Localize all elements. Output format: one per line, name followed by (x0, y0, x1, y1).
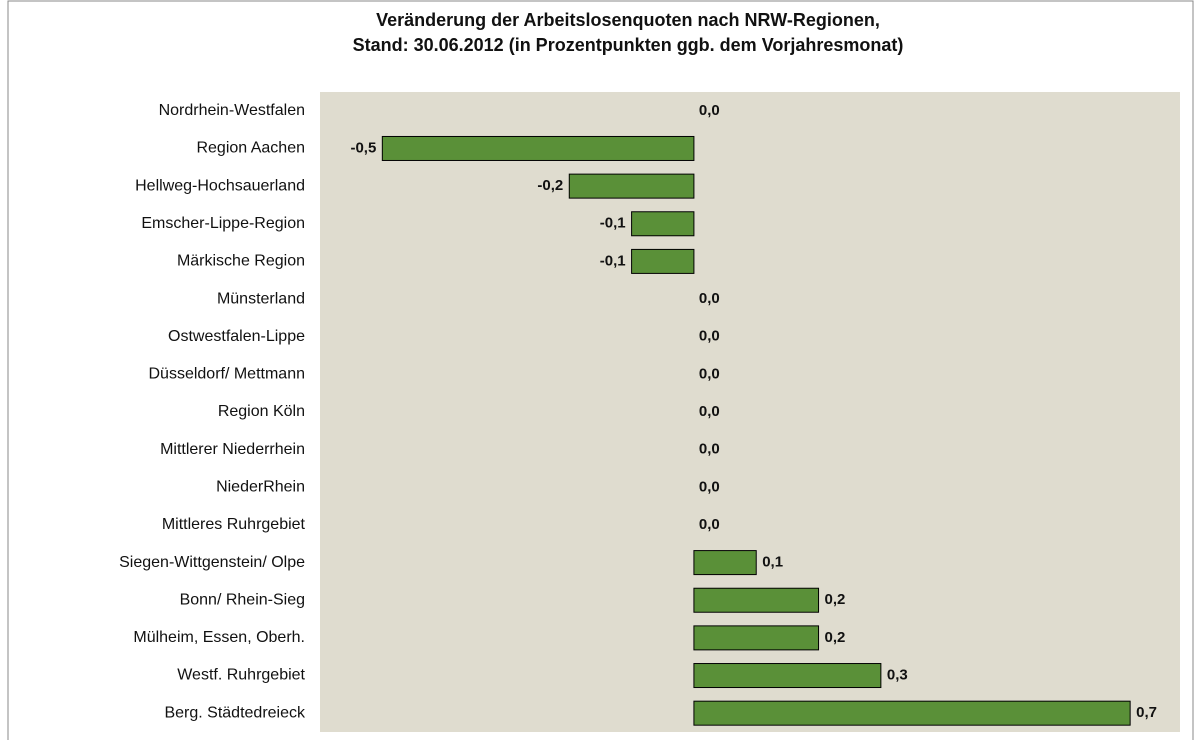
value-label: 0,0 (699, 365, 720, 382)
y-tick-label: Siegen-Wittgenstein/ Olpe (119, 554, 305, 571)
bar (693, 700, 1131, 726)
y-tick-label: Hellweg-Hochsauerland (135, 177, 305, 194)
y-tick-label: Märkische Region (177, 253, 305, 270)
value-label: -0,5 (350, 139, 376, 156)
y-tick-label: Mittleres Ruhrgebiet (162, 516, 306, 533)
y-tick-label: Nordrhein-Westfalen (159, 102, 305, 119)
bar (568, 173, 695, 199)
y-tick-label: Düsseldorf/ Mettmann (148, 366, 305, 383)
y-tick-label: Ostwestfalen-Lippe (168, 328, 305, 345)
value-label: 0,0 (699, 403, 720, 420)
value-label: -0,1 (600, 252, 626, 269)
value-label: 0,1 (762, 554, 783, 571)
value-label: -0,1 (600, 215, 626, 232)
bar (693, 550, 757, 576)
y-tick-label: Berg. Städtedreieck (164, 704, 306, 721)
bar (693, 587, 820, 613)
plot-area (320, 92, 1180, 732)
bar (693, 663, 882, 689)
value-label: -0,2 (537, 177, 563, 194)
y-tick-label: Region Aachen (196, 140, 305, 157)
y-tick-label: Münsterland (217, 290, 305, 307)
value-label: 0,3 (887, 666, 908, 683)
value-label: 0,0 (699, 328, 720, 345)
y-tick-label: Bonn/ Rhein-Sieg (180, 591, 305, 608)
bar (631, 211, 695, 237)
bar (631, 248, 695, 274)
chart-title: Veränderung der Arbeitslosenquoten nach … (376, 10, 880, 30)
value-label: 0,2 (825, 591, 846, 608)
value-label: 0,0 (699, 102, 720, 119)
bar (693, 625, 820, 651)
value-label: 0,0 (699, 516, 720, 533)
y-tick-label: Emscher-Lippe-Region (141, 215, 305, 232)
value-label: 0,0 (699, 478, 720, 495)
y-tick-label: NiederRhein (216, 479, 305, 496)
y-tick-label: Westf. Ruhrgebiet (177, 667, 305, 684)
bar (381, 135, 695, 161)
value-label: 0,0 (699, 441, 720, 458)
value-label: 0,7 (1136, 704, 1157, 721)
value-label: 0,0 (699, 290, 720, 307)
y-tick-label: Mittlerer Niederrhein (160, 441, 305, 458)
y-tick-label: Region Köln (218, 403, 305, 420)
chart-title: Stand: 30.06.2012 (in Prozentpunkten ggb… (353, 35, 904, 55)
y-tick-label: Mülheim, Essen, Oberh. (133, 629, 305, 646)
value-label: 0,2 (825, 629, 846, 646)
